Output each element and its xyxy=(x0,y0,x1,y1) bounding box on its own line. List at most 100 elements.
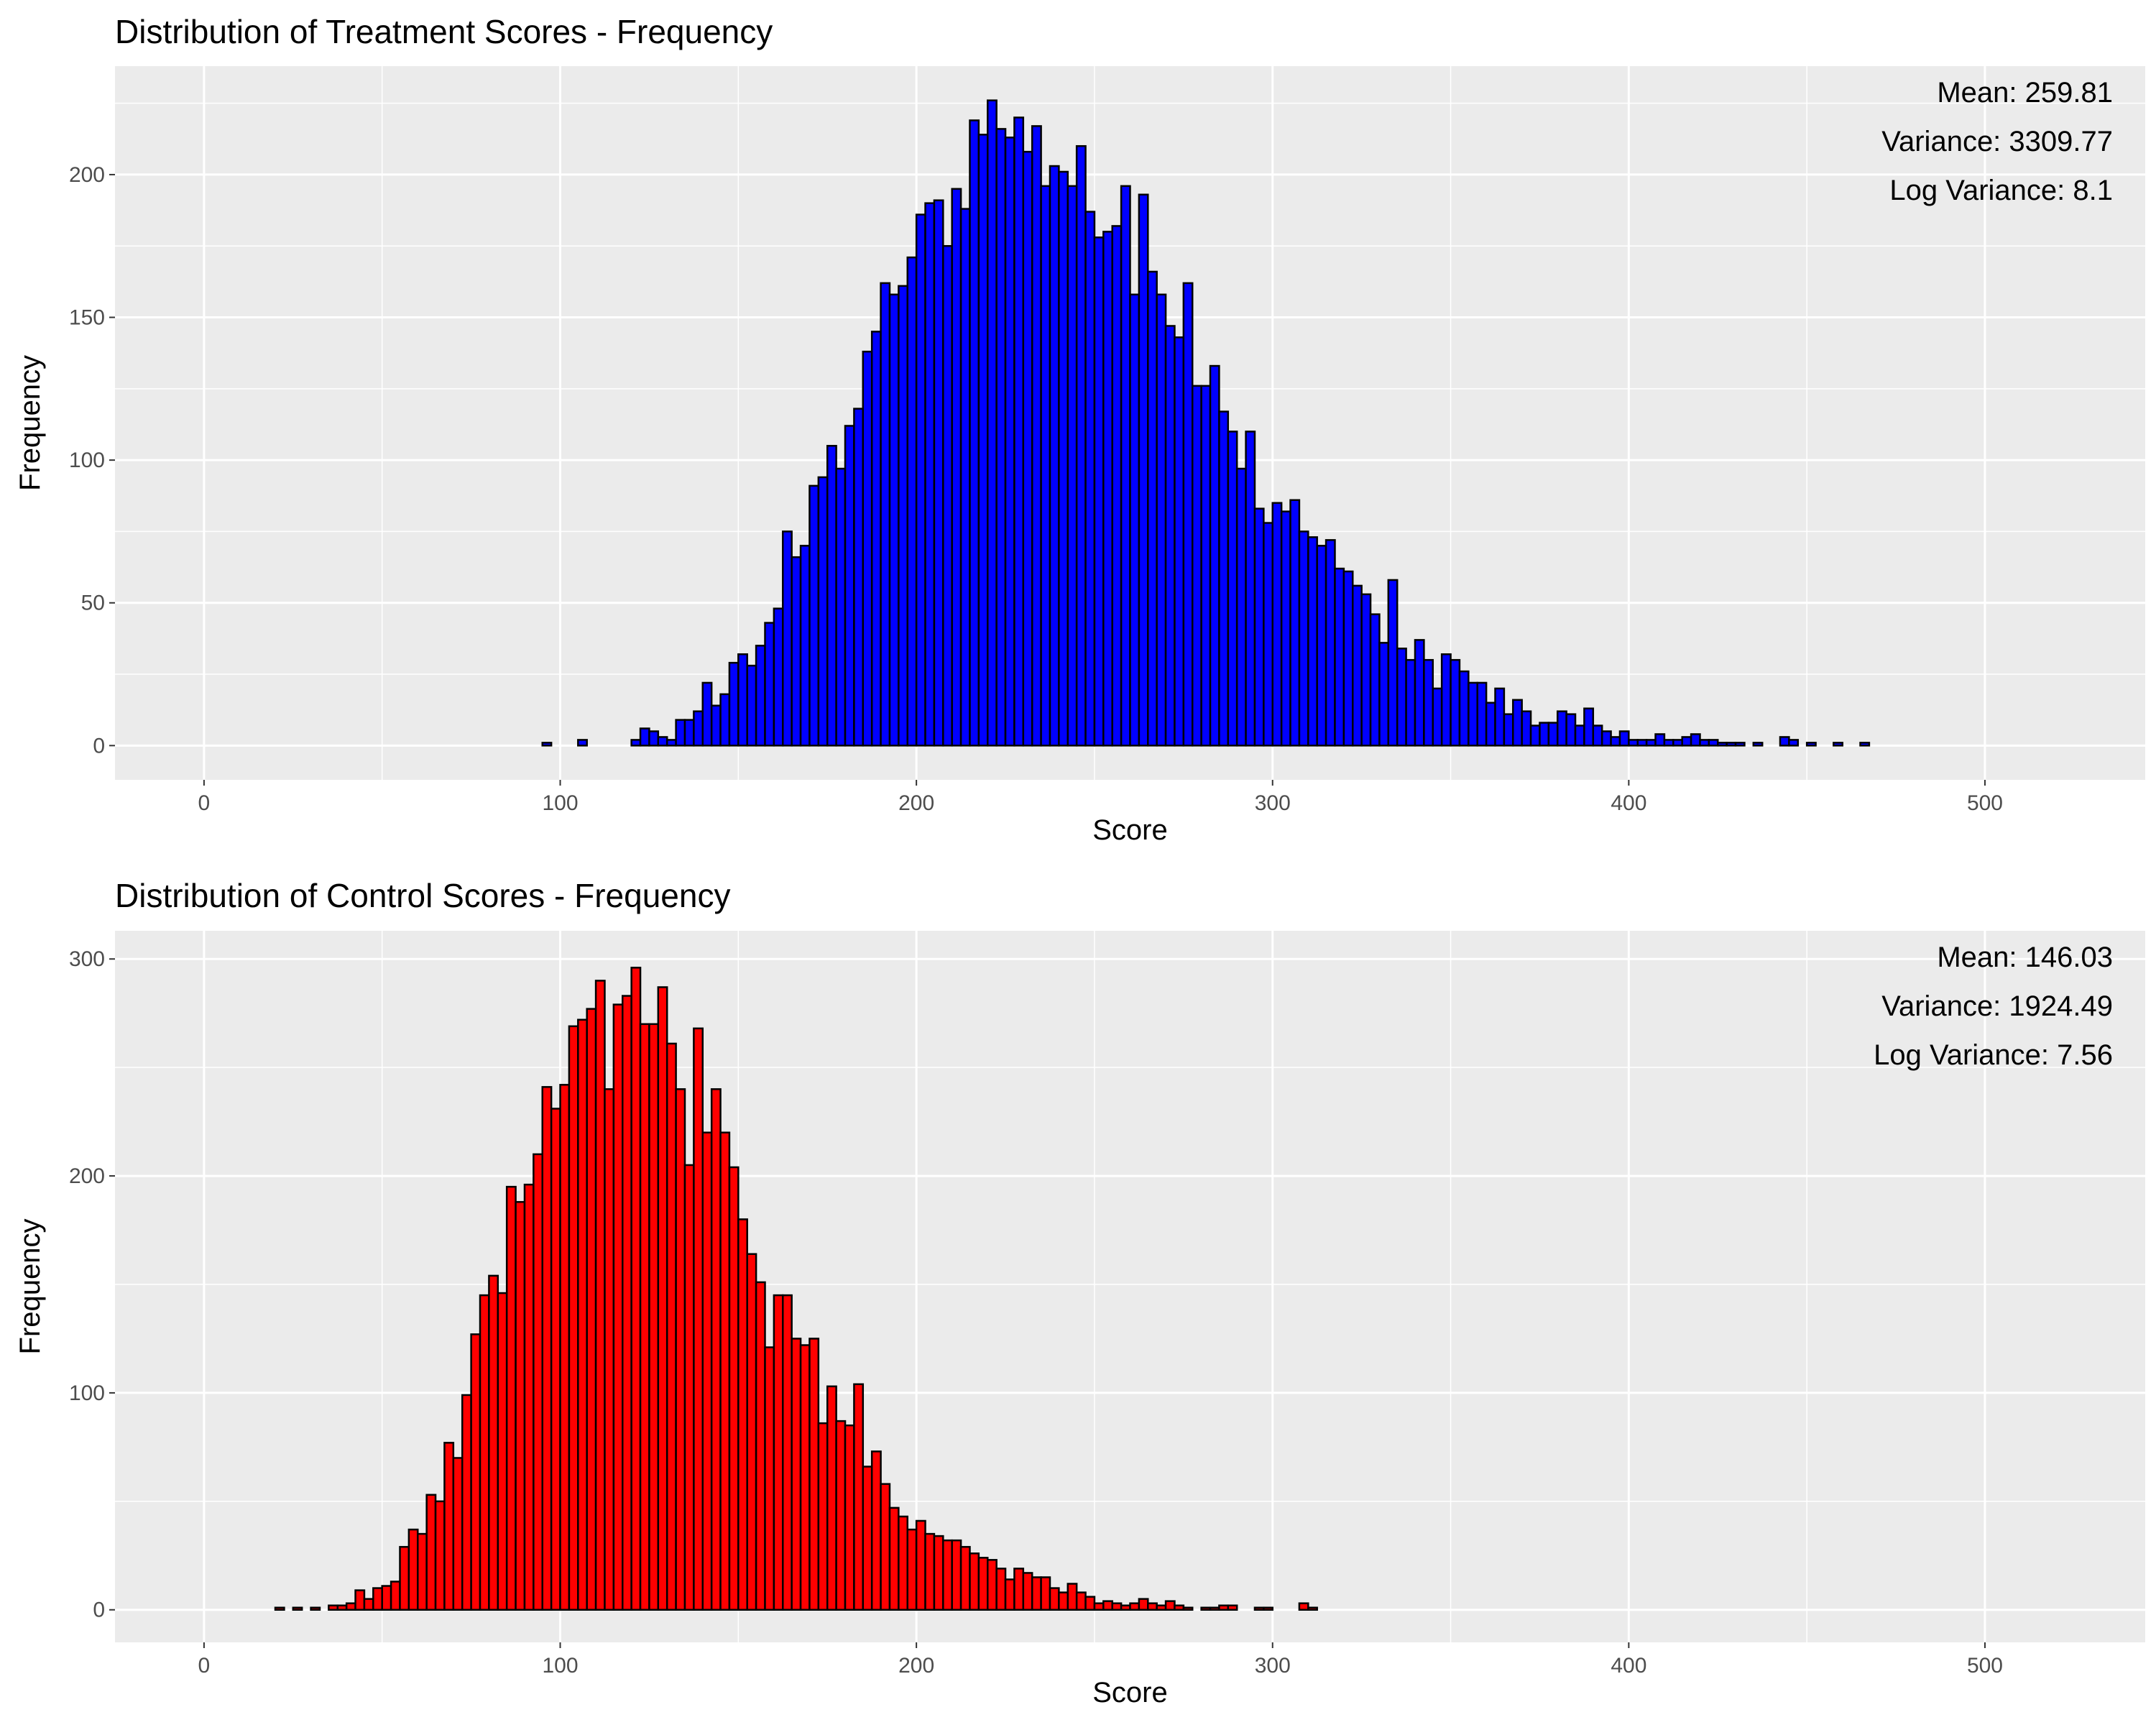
histogram-bar xyxy=(880,282,891,747)
histogram-bar xyxy=(1280,510,1291,747)
histogram-bar xyxy=(630,739,642,747)
histogram-bar xyxy=(1147,1602,1158,1611)
histogram-bar xyxy=(1209,364,1220,747)
histogram-bar xyxy=(1111,1602,1123,1611)
histogram-bar xyxy=(924,202,936,747)
histogram-bar xyxy=(1129,1602,1141,1611)
histogram-bar xyxy=(675,719,686,747)
histogram-bar xyxy=(683,719,695,747)
histogram-bar xyxy=(1156,293,1167,747)
histogram-bar xyxy=(345,1602,356,1611)
histogram-bar xyxy=(675,1088,686,1611)
histogram-bar xyxy=(1218,410,1230,747)
histogram-bar xyxy=(665,1042,677,1611)
histogram-bar xyxy=(862,1466,873,1611)
histogram-bar xyxy=(1174,336,1185,747)
histogram-bar xyxy=(959,1545,971,1611)
histogram-bar xyxy=(942,1539,953,1611)
x-tick-label: 100 xyxy=(542,791,578,815)
x-tick-label: 300 xyxy=(1255,791,1291,815)
histogram-bar xyxy=(541,742,553,747)
histogram-bar xyxy=(995,1568,1007,1611)
histogram-bar xyxy=(274,1606,285,1611)
histogram-bar xyxy=(594,980,606,1611)
histogram-bar xyxy=(1387,579,1399,747)
histogram-bar xyxy=(728,661,740,747)
histogram-bar xyxy=(1342,570,1354,747)
histogram-bar xyxy=(1325,539,1336,747)
histogram-bar xyxy=(1556,710,1567,747)
histogram-bar xyxy=(1111,225,1123,747)
histogram-bar xyxy=(1494,687,1506,747)
histogram-bar xyxy=(1752,742,1764,747)
histogram-bar xyxy=(452,1457,464,1611)
histogram-bar xyxy=(1235,467,1247,747)
x-axis-title: Score xyxy=(1092,1677,1168,1708)
histogram-bar xyxy=(764,622,775,747)
histogram-bar xyxy=(1547,722,1559,747)
histogram-bar xyxy=(719,693,731,747)
histogram-bar xyxy=(1654,733,1666,747)
histogram-bar xyxy=(577,739,588,747)
histogram-bar xyxy=(951,188,962,747)
histogram-bar xyxy=(612,1003,624,1611)
histogram-bar xyxy=(1227,431,1238,747)
histogram-bar xyxy=(791,1338,802,1611)
histogram-bar xyxy=(622,995,632,1611)
histogram-bar xyxy=(1227,1604,1238,1611)
histogram-bar xyxy=(354,1589,366,1611)
histogram-bar xyxy=(1734,742,1746,747)
histogram-bar xyxy=(1600,730,1612,747)
histogram-bar xyxy=(1031,125,1042,747)
histogram-bar xyxy=(1779,736,1790,747)
histogram-bar xyxy=(1164,1600,1176,1611)
histogram-bar xyxy=(639,727,650,747)
histogram-bar xyxy=(782,1294,793,1611)
stat-annotation: Mean: 259.81 xyxy=(1937,77,2113,109)
histogram-bar xyxy=(1458,670,1470,747)
histogram-bar xyxy=(1040,185,1051,747)
histogram-bar xyxy=(292,1606,303,1611)
histogram-bar xyxy=(1200,385,1212,747)
histogram-bar xyxy=(550,1108,561,1611)
histogram-bar xyxy=(425,1494,437,1611)
histogram-bar xyxy=(1592,724,1603,747)
y-tick-label: 0 xyxy=(93,734,105,758)
histogram-bar xyxy=(533,1153,543,1611)
histogram-bar xyxy=(880,1483,891,1611)
x-tick-label: 0 xyxy=(198,1654,211,1678)
x-tick-label: 100 xyxy=(542,1654,578,1678)
histogram-bar xyxy=(906,1528,918,1611)
histogram-bar xyxy=(1423,658,1434,747)
y-tick-label: 300 xyxy=(69,947,105,971)
histogram-bar xyxy=(657,736,668,747)
histogram-bar xyxy=(710,1088,722,1611)
histogram-bar xyxy=(898,285,908,747)
histogram-bar xyxy=(1468,681,1478,747)
histogram-bar xyxy=(969,119,980,747)
histogram-bar xyxy=(479,1294,490,1611)
x-tick-label: 200 xyxy=(898,791,934,815)
histogram-bar xyxy=(1405,658,1416,747)
histogram-bar xyxy=(1209,1606,1220,1611)
y-tick-label: 50 xyxy=(81,592,105,615)
histogram-bar xyxy=(1156,1604,1167,1611)
histogram-bar xyxy=(817,1422,829,1611)
histogram-bar xyxy=(1004,137,1015,747)
histogram-bar xyxy=(1013,116,1025,747)
histogram-bar xyxy=(1636,739,1648,747)
histogram-bar xyxy=(959,208,971,747)
histogram-bar xyxy=(710,704,722,747)
histogram-bar xyxy=(1369,613,1381,747)
histogram-bar xyxy=(782,530,793,747)
x-tick-label: 300 xyxy=(1255,1654,1291,1678)
histogram-bar xyxy=(791,556,802,747)
y-axis-title: Frequency xyxy=(14,355,46,491)
histogram-bar xyxy=(505,1185,517,1611)
histogram-bar xyxy=(951,1539,962,1611)
histogram-bar xyxy=(470,1333,482,1611)
histogram-bar xyxy=(497,1292,508,1611)
histogram-bar xyxy=(977,134,989,747)
histogram-bar xyxy=(1058,170,1069,747)
